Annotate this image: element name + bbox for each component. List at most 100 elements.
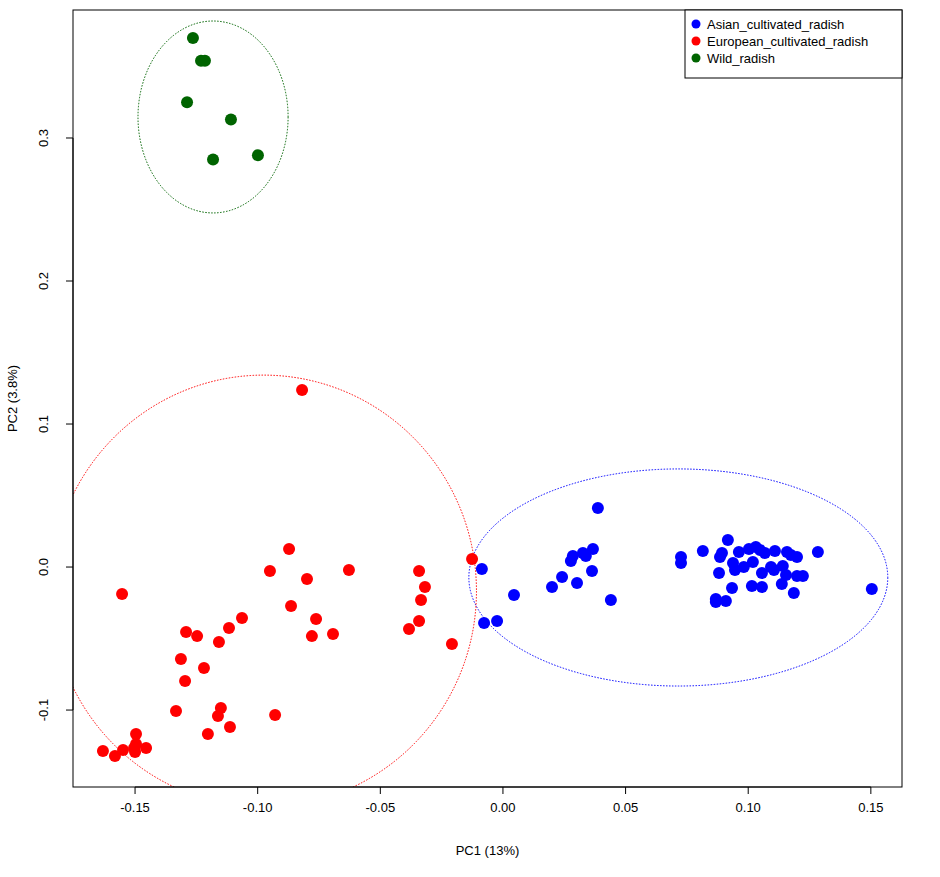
- y-tick-label: -0.1: [36, 699, 51, 721]
- chart: -0.15 -0.10 -0.05 0.00 0.05 0.10 0.15 -0.1 0.0 0.…: [0, 0, 940, 877]
- point: [343, 564, 355, 576]
- point: [413, 615, 425, 627]
- point: [109, 750, 121, 762]
- point: [769, 545, 781, 557]
- point: [310, 613, 322, 625]
- background: [0, 0, 940, 877]
- point: [722, 534, 734, 546]
- legend: Asian_cultivated_radishEuropean_cultivat…: [685, 10, 902, 78]
- point: [202, 728, 214, 740]
- point: [716, 547, 728, 559]
- x-tick-label: -0.10: [243, 800, 273, 815]
- point: [413, 565, 425, 577]
- y-axis-label: PC2 (3.8%): [5, 365, 20, 432]
- point: [180, 626, 192, 638]
- point: [419, 581, 431, 593]
- y-tick-label: 0.3: [36, 129, 51, 147]
- y-tick: [66, 137, 73, 138]
- point: [491, 615, 503, 627]
- legend-label: Asian_cultivated_radish: [707, 17, 844, 32]
- point: [225, 113, 237, 125]
- point: [116, 588, 128, 600]
- y-tick-label: 0.0: [36, 558, 51, 576]
- point: [403, 623, 415, 635]
- point: [181, 96, 193, 108]
- point: [812, 546, 824, 558]
- point: [756, 581, 768, 593]
- point: [556, 571, 568, 583]
- point: [747, 556, 759, 568]
- point: [592, 502, 604, 514]
- x-axis-label: PC1 (13%): [456, 843, 520, 858]
- point: [140, 742, 152, 754]
- point: [236, 612, 248, 624]
- point: [296, 384, 308, 396]
- y-tick-label: 0.2: [36, 272, 51, 290]
- point: [224, 721, 236, 733]
- point: [586, 565, 598, 577]
- x-tick-label: -0.15: [120, 800, 150, 815]
- y-tick-label: 0.1: [36, 415, 51, 433]
- point: [187, 32, 199, 44]
- point: [508, 589, 520, 601]
- point: [264, 565, 276, 577]
- point: [170, 705, 182, 717]
- x-tick: [257, 787, 258, 794]
- x-tick-label: 0.05: [613, 800, 638, 815]
- x-tick: [748, 787, 749, 794]
- point: [546, 581, 558, 593]
- x-tick-label: 0.10: [736, 800, 761, 815]
- point: [587, 543, 599, 555]
- plot-frame: [73, 10, 902, 787]
- point: [198, 662, 210, 674]
- group-ellipse: [138, 21, 288, 213]
- point: [791, 551, 803, 563]
- plot-area: [73, 21, 888, 787]
- legend-marker: [692, 37, 701, 46]
- point: [252, 149, 264, 161]
- point: [415, 594, 427, 606]
- group-ellipse: [73, 375, 476, 787]
- point: [97, 745, 109, 757]
- x-tick: [380, 787, 381, 794]
- point: [476, 563, 488, 575]
- point: [212, 710, 224, 722]
- point: [175, 653, 187, 665]
- x-tick: [502, 787, 503, 794]
- point: [129, 746, 141, 758]
- point: [759, 547, 771, 559]
- legend-marker: [692, 20, 701, 29]
- point: [675, 557, 687, 569]
- group-ellipse: [469, 469, 888, 686]
- y-tick: [66, 567, 73, 568]
- point: [565, 555, 577, 567]
- y-tick: [66, 710, 73, 711]
- point: [269, 709, 281, 721]
- x-tick-label: -0.05: [365, 800, 395, 815]
- point: [710, 596, 722, 608]
- point: [283, 543, 295, 555]
- x-tick: [870, 787, 871, 794]
- point: [191, 630, 203, 642]
- legend-box: [685, 10, 902, 78]
- x-tick: [625, 787, 626, 794]
- x-tick-label: 0.15: [858, 800, 883, 815]
- point: [199, 55, 211, 67]
- point: [788, 587, 800, 599]
- point: [213, 636, 225, 648]
- point: [756, 567, 768, 579]
- y-tick: [66, 424, 73, 425]
- x-tick-label: 0.00: [490, 800, 515, 815]
- point: [478, 617, 490, 629]
- point: [605, 594, 617, 606]
- point: [697, 545, 709, 557]
- point: [327, 628, 339, 640]
- legend-label: Wild_radish: [707, 51, 775, 66]
- point: [866, 583, 878, 595]
- y-tick: [66, 281, 73, 282]
- legend-marker: [692, 54, 701, 63]
- point: [571, 577, 583, 589]
- point: [466, 553, 478, 565]
- point: [446, 638, 458, 650]
- point: [713, 567, 725, 579]
